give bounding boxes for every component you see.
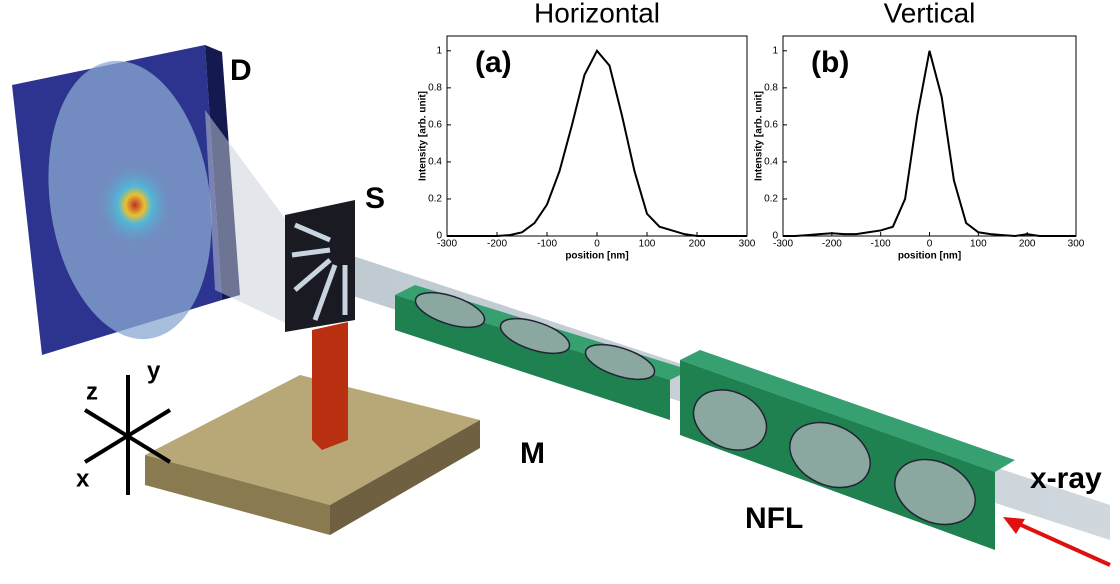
x-tick-label: -200 bbox=[487, 239, 507, 250]
lens-elements bbox=[414, 291, 976, 526]
stage-post bbox=[312, 322, 348, 450]
y-axis-label: Intensity [arb. unit] bbox=[418, 91, 429, 181]
x-tick-label: 0 bbox=[594, 239, 600, 250]
x-tick-label: -200 bbox=[822, 239, 842, 250]
plot-frame bbox=[782, 35, 1077, 237]
label-xray: x-ray bbox=[1030, 462, 1102, 495]
beam-spot bbox=[97, 163, 173, 247]
stage-front bbox=[145, 455, 330, 535]
y-tick-label: 0 bbox=[436, 231, 442, 242]
y-tick-label: 0.2 bbox=[428, 194, 442, 205]
y-tick-label: 0.8 bbox=[428, 82, 442, 93]
data-line bbox=[783, 50, 1076, 238]
lens-top-2 bbox=[680, 350, 1015, 472]
chart-title: Vertical bbox=[884, 0, 976, 28]
x-axis-label: position [nm] bbox=[898, 251, 961, 262]
plot-frame bbox=[446, 35, 748, 237]
y-tick-label: 1 bbox=[436, 45, 442, 56]
label-axis-z: z bbox=[86, 378, 98, 405]
x-tick-label: -100 bbox=[871, 239, 891, 250]
coord-axes bbox=[83, 375, 172, 495]
x-tick-label: 200 bbox=[1019, 239, 1036, 250]
x-tick-label: 100 bbox=[970, 239, 987, 250]
x-tick-label: 300 bbox=[1068, 239, 1085, 250]
x-tick-label: 100 bbox=[639, 239, 656, 250]
x-tick-label: 200 bbox=[689, 239, 706, 250]
label-nfl: NFL bbox=[745, 502, 803, 535]
y-tick-label: 0.4 bbox=[428, 157, 442, 168]
y-tick-label: 0.2 bbox=[764, 194, 778, 205]
label-axis-y: y bbox=[147, 357, 161, 384]
y-axis-label: Intensity [arb. unit] bbox=[754, 91, 765, 181]
y-tick-label: 0 bbox=[772, 231, 778, 242]
x-axis-label: position [nm] bbox=[565, 251, 628, 262]
label-m: M bbox=[520, 437, 545, 470]
panel-label: (a) bbox=[475, 46, 512, 79]
y-tick-label: 1 bbox=[772, 45, 778, 56]
x-tick-label: -300 bbox=[773, 239, 793, 250]
beam-arrowhead bbox=[1003, 517, 1025, 534]
x-tick-label: -100 bbox=[537, 239, 557, 250]
label-s: S bbox=[365, 182, 385, 215]
x-tick-label: -300 bbox=[437, 239, 457, 250]
sample-pattern bbox=[291, 222, 348, 321]
label-axis-x: x bbox=[76, 465, 90, 492]
beam-arrow bbox=[1009, 518, 1111, 567]
panel-label: (b) bbox=[811, 46, 849, 79]
y-tick-label: 0.4 bbox=[764, 157, 778, 168]
y-tick-label: 0.6 bbox=[764, 120, 778, 131]
stage-side bbox=[330, 420, 480, 535]
chart-title: Horizontal bbox=[534, 0, 660, 28]
y-tick-label: 0.6 bbox=[428, 120, 442, 131]
x-tick-label: 0 bbox=[927, 239, 933, 250]
data-line bbox=[447, 49, 747, 237]
scatter-cone bbox=[205, 110, 290, 325]
y-tick-label: 0.8 bbox=[764, 82, 778, 93]
label-d: D bbox=[230, 54, 252, 87]
x-tick-label: 300 bbox=[739, 239, 756, 250]
